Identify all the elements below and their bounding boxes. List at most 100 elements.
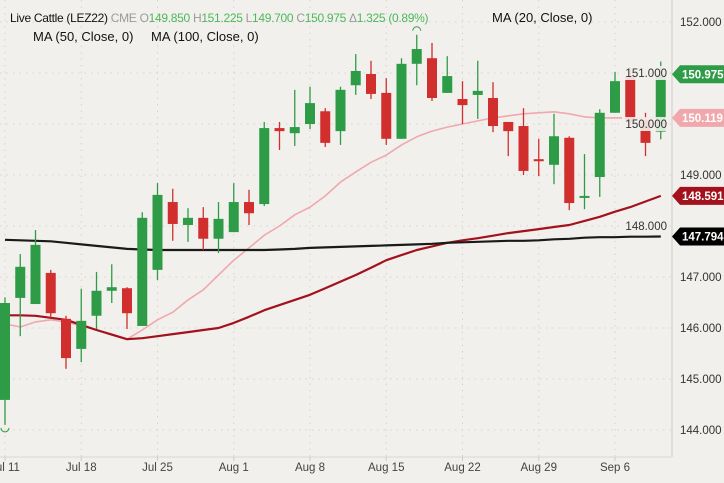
candle bbox=[442, 56, 453, 93]
y-tick-label-bg bbox=[622, 66, 668, 80]
x-tick-label: Aug 8 bbox=[295, 462, 325, 474]
high-marker-icon bbox=[412, 26, 422, 31]
candle-body bbox=[655, 74, 666, 132]
candle-body bbox=[610, 81, 620, 113]
candle bbox=[472, 60, 483, 119]
extreme-markers bbox=[0, 26, 422, 433]
candle-body bbox=[106, 287, 117, 291]
candle bbox=[213, 202, 224, 254]
candle-body bbox=[76, 320, 87, 349]
candle-body bbox=[213, 218, 224, 239]
candle-body bbox=[533, 159, 544, 162]
y-tick-label-bg bbox=[622, 117, 668, 131]
candle-body bbox=[289, 127, 300, 134]
moving-averages bbox=[4, 111, 662, 341]
candle-body bbox=[549, 136, 559, 165]
candle-body bbox=[518, 126, 529, 171]
candle-body bbox=[335, 89, 346, 132]
ma20-legend[interactable]: MA (20, Close, 0) bbox=[492, 10, 593, 25]
candle bbox=[259, 121, 270, 207]
candle bbox=[305, 86, 315, 130]
candle bbox=[427, 42, 437, 102]
ma50-legend[interactable]: MA (50, Close, 0) bbox=[33, 29, 134, 44]
candle-body bbox=[137, 217, 148, 326]
price-axis[interactable]: 152.000 151.000 150.000 149.000 148.000 147.0… bbox=[622, 17, 722, 437]
candle bbox=[610, 71, 620, 113]
candle bbox=[533, 138, 544, 177]
x-tick-label: Jul 25 bbox=[142, 462, 173, 474]
candle bbox=[518, 108, 529, 175]
grid bbox=[0, 0, 672, 457]
ma50-price-badge: 148.591 bbox=[682, 191, 724, 203]
ma100-price-badge: 147.794 bbox=[682, 232, 724, 244]
candle-body bbox=[411, 49, 422, 64]
y-tick-label: 148.000 bbox=[625, 221, 667, 233]
high-label: H bbox=[192, 11, 202, 25]
candle-body bbox=[594, 112, 605, 178]
candle bbox=[198, 207, 209, 250]
candle-body bbox=[91, 290, 102, 316]
candle bbox=[167, 188, 178, 241]
y-tick-label: 145.000 bbox=[680, 374, 722, 386]
candle-body bbox=[625, 76, 636, 122]
candle bbox=[45, 269, 56, 318]
legend-row-1: Live Cattle (LEZ22) CME O149.850 H151.22… bbox=[10, 11, 429, 25]
open-label: O bbox=[139, 11, 149, 25]
low-label: L bbox=[245, 11, 253, 25]
change-value: 1.325 (0.89%) bbox=[356, 11, 429, 25]
candle bbox=[106, 264, 117, 304]
close-label: C bbox=[296, 11, 305, 25]
candle-body bbox=[45, 272, 56, 314]
candle bbox=[274, 121, 285, 151]
change-label: Δ bbox=[349, 11, 357, 25]
candle bbox=[15, 254, 26, 337]
candle bbox=[335, 86, 346, 145]
x-tick-label: Jul 18 bbox=[66, 462, 97, 474]
instrument-title[interactable]: Live Cattle (LEZ22) bbox=[10, 11, 108, 25]
y-tick-label: 152.000 bbox=[680, 17, 722, 29]
candle-body bbox=[183, 217, 193, 225]
low-marker-icon bbox=[0, 427, 10, 433]
candle-body bbox=[564, 137, 575, 204]
candle-body bbox=[30, 244, 41, 305]
x-tick-label: Sep 6 bbox=[600, 462, 630, 474]
ma100-legend[interactable]: MA (100, Close, 0) bbox=[151, 29, 259, 44]
ma20-price-badge: 150.119 bbox=[682, 113, 723, 125]
last-price-badge-bg bbox=[672, 65, 724, 84]
y-tick-label: 150.000 bbox=[625, 119, 667, 131]
candle bbox=[396, 58, 407, 139]
candle bbox=[122, 287, 132, 330]
candle bbox=[152, 183, 163, 281]
candle-body bbox=[579, 195, 590, 198]
ma50-line bbox=[5, 194, 662, 341]
y-tick-label: 149.000 bbox=[680, 170, 722, 182]
candle-body bbox=[396, 63, 407, 139]
y-tick-label: 144.000 bbox=[680, 425, 722, 437]
y-tick-label: 147.000 bbox=[680, 272, 722, 284]
candle-body bbox=[320, 111, 331, 143]
candle bbox=[30, 230, 41, 305]
candle-body bbox=[366, 74, 376, 94]
open-value: 149.850 bbox=[148, 11, 191, 25]
candle bbox=[320, 108, 331, 147]
candle bbox=[564, 136, 575, 211]
exchange-label: CME bbox=[110, 11, 137, 25]
candle-body bbox=[152, 194, 163, 270]
candle bbox=[289, 89, 300, 146]
candle bbox=[579, 154, 590, 210]
candle bbox=[488, 82, 498, 133]
x-tick-label: Aug 15 bbox=[368, 462, 404, 474]
ma20-price-badge-bg bbox=[672, 108, 724, 127]
candle-body bbox=[381, 92, 392, 139]
candle-body bbox=[61, 318, 71, 359]
candle-body bbox=[305, 103, 315, 124]
candle bbox=[549, 113, 559, 185]
candle bbox=[91, 271, 102, 330]
candles bbox=[0, 34, 666, 425]
time-axis[interactable]: Jul 11 Jul 18 Jul 25 Aug 1 Aug 8 Aug 15 Aug 22… bbox=[0, 457, 630, 474]
ma100-line bbox=[4, 235, 661, 252]
candle bbox=[244, 189, 254, 225]
candle bbox=[503, 121, 514, 157]
x-tick-label: Aug 22 bbox=[444, 462, 480, 474]
